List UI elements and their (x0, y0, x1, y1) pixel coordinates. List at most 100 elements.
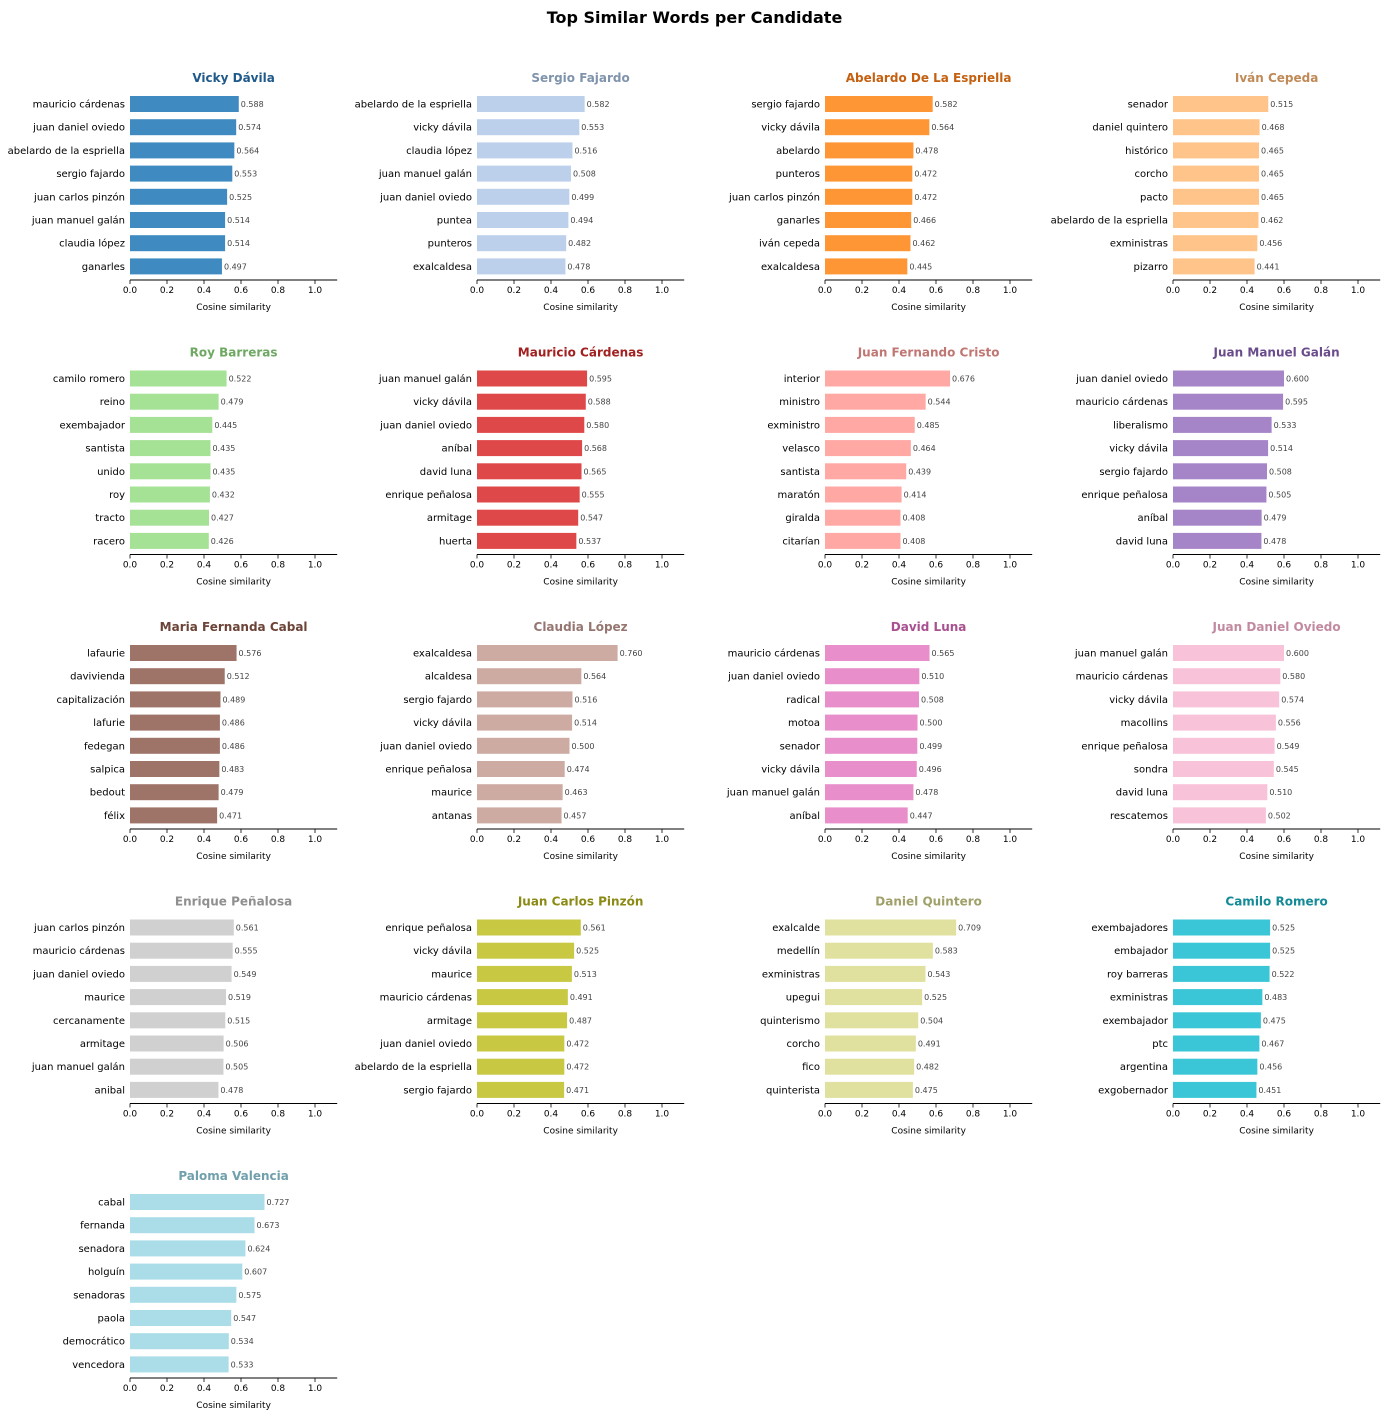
category-label: aníbal (790, 810, 821, 822)
value-label: 0.583 (935, 947, 958, 956)
category-label: exministro (767, 420, 820, 431)
x-tick-label: 0.4 (892, 1110, 907, 1120)
x-tick-label: 0.4 (1240, 835, 1255, 845)
category-label: exembajadores (1091, 923, 1168, 934)
value-label: 0.512 (227, 672, 250, 681)
value-label: 0.580 (1282, 672, 1305, 681)
category-label: unido (97, 467, 125, 478)
value-label: 0.467 (1261, 1040, 1284, 1049)
value-label: 0.472 (914, 170, 937, 179)
bar (130, 645, 237, 661)
bar (477, 691, 573, 708)
bar (130, 965, 232, 982)
bar (1173, 142, 1260, 159)
bar (477, 235, 567, 252)
value-label: 0.451 (1258, 1086, 1281, 1095)
value-label: 0.508 (573, 170, 596, 179)
panel-title: Sergio Fajardo (531, 71, 629, 85)
x-tick-label: 1.0 (655, 835, 670, 845)
x-tick-label: 0.0 (123, 1384, 138, 1394)
category-label: juan manuel galán (726, 787, 820, 799)
bar (130, 1012, 226, 1029)
value-label: 0.408 (902, 514, 925, 523)
bar (825, 989, 923, 1006)
category-label: maurice (431, 969, 472, 980)
value-label: 0.515 (1270, 100, 1293, 109)
bar (130, 258, 222, 275)
x-tick-label: 0.4 (197, 1384, 212, 1394)
value-label: 0.576 (239, 649, 262, 658)
bar (477, 416, 585, 433)
category-label: sondra (1134, 765, 1168, 776)
category-label: abelardo de la espriella (1051, 216, 1168, 227)
category-label: sergio fajardo (1099, 467, 1168, 478)
x-tick-label: 0.2 (507, 561, 521, 571)
panel-title: Paloma Valencia (178, 1169, 289, 1183)
category-label: lafurie (93, 718, 125, 729)
category-label: vicky dávila (413, 945, 472, 957)
bar (1173, 96, 1269, 112)
category-label: motoa (788, 718, 820, 729)
value-label: 0.471 (566, 1086, 589, 1095)
bar (825, 1035, 916, 1052)
category-label: mauricio cárdenas (33, 945, 125, 957)
value-label: 0.547 (580, 514, 603, 523)
bar (825, 532, 901, 549)
x-tick-label: 0.6 (929, 286, 944, 296)
value-label: 0.497 (224, 262, 247, 271)
panel-title: Juan Fernando Cristo (857, 346, 1000, 360)
bar (825, 416, 915, 433)
value-label: 0.494 (570, 216, 593, 225)
x-tick-label: 0.0 (818, 561, 833, 571)
category-label: iván cepeda (759, 238, 820, 250)
value-label: 0.471 (219, 811, 242, 820)
category-label: juan carlos pinzón (33, 191, 125, 203)
panel-title: Claudia López (534, 620, 628, 634)
bar (477, 188, 570, 205)
bar (825, 761, 917, 777)
panel-title: Juan Daniel Oviedo (1212, 620, 1341, 634)
x-tick-label: 0.4 (544, 1110, 559, 1120)
category-label: corcho (787, 1039, 820, 1050)
bar (130, 942, 233, 959)
x-tick-label: 0.0 (123, 835, 138, 845)
value-label: 0.709 (958, 924, 981, 933)
x-tick-label: 0.6 (1277, 835, 1292, 845)
category-label: camilo romero (53, 374, 125, 385)
bar (477, 1058, 565, 1075)
category-label: embajador (1114, 946, 1169, 957)
value-label: 0.588 (588, 398, 611, 407)
x-axis-label: Cosine similarity (891, 303, 966, 313)
bar (1173, 1081, 1257, 1098)
category-label: mauricio cárdenas (33, 99, 125, 111)
category-label: mauricio cárdenas (728, 648, 820, 660)
bar (130, 1356, 229, 1373)
x-tick-label: 0.2 (855, 286, 869, 296)
x-tick-label: 0.6 (234, 561, 249, 571)
panel-title: Mauricio Cárdenas (518, 346, 644, 360)
category-label: enrique peñalosa (385, 490, 472, 501)
x-tick-label: 0.8 (966, 1110, 981, 1120)
category-label: enrique peñalosa (1081, 741, 1168, 752)
x-tick-label: 0.2 (507, 1110, 521, 1120)
category-label: juan manuel galán (1074, 648, 1168, 660)
category-label: macollins (1121, 718, 1168, 729)
panel-title: Camilo Romero (1225, 895, 1327, 909)
x-axis-label: Cosine similarity (1239, 303, 1314, 313)
bar (477, 965, 572, 982)
category-label: juan daniel oviedo (32, 123, 125, 134)
value-label: 0.556 (1278, 719, 1301, 728)
category-label: senadoras (73, 1290, 125, 1301)
bar (130, 393, 219, 410)
x-tick-label: 0.4 (544, 286, 559, 296)
category-label: paola (98, 1314, 126, 1325)
bar (825, 807, 908, 824)
value-label: 0.522 (229, 375, 252, 384)
category-label: senador (780, 741, 821, 752)
category-label: armitage (427, 513, 472, 524)
x-tick-label: 0.6 (1277, 1110, 1292, 1120)
panel-title: Maria Fernanda Cabal (160, 620, 308, 634)
bar (130, 784, 219, 801)
category-label: capitalización (57, 694, 125, 706)
bar (825, 119, 930, 136)
